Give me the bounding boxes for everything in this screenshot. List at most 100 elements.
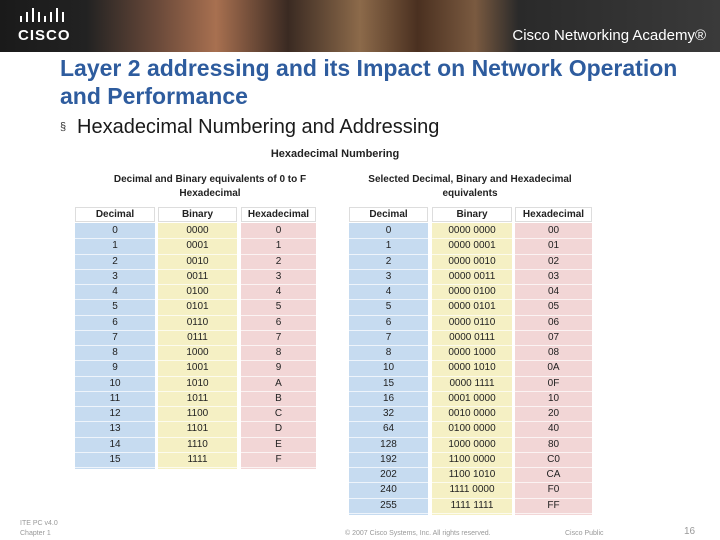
table-cell: 0001 0000 (432, 392, 512, 407)
table-cell: 0 (75, 224, 155, 240)
bullet: Hexadecimal Numbering and Addressing (77, 116, 440, 138)
table-cell: A (241, 377, 316, 392)
table-cell: 1111 (158, 453, 237, 468)
table-cell: 10 (349, 361, 428, 377)
table-cell: 8 (75, 346, 155, 362)
bullet-marker: § (60, 121, 67, 133)
table-cell: 1 (241, 239, 316, 255)
table-cell: 11 (75, 392, 155, 407)
table-cell: 2 (241, 255, 316, 270)
table-cell: 0011 (158, 270, 237, 285)
table-cell: 5 (75, 300, 155, 316)
column-header: Binary (432, 207, 512, 222)
table-cell: 16 (349, 392, 428, 407)
table-cell: 0100 (158, 285, 237, 301)
table-cell: 04 (515, 285, 592, 301)
table-cell: 0 (349, 224, 428, 240)
table-cell: 0000 1000 (432, 346, 512, 362)
table-cell: 40 (515, 422, 592, 438)
table-cell: 0000 0100 (432, 285, 512, 301)
footer-course: ITE PC v4.0 (20, 520, 58, 527)
logo-bars (20, 8, 64, 22)
brand: Cisco Networking Academy® (512, 27, 706, 44)
table-cell: 1100 1010 (432, 468, 512, 484)
table-cell: 0110 (158, 316, 237, 331)
table-cell: 10 (75, 377, 155, 392)
table-cell: F (241, 453, 316, 468)
table-cell: 1110 (158, 438, 237, 453)
table-cell: 64 (349, 422, 428, 438)
table-cell: 10 (515, 392, 592, 407)
table-cell: C (241, 407, 316, 423)
table-cell: 0010 (158, 255, 237, 270)
banner: CISCO Cisco Networking Academy® (0, 0, 720, 52)
table-cell: 1000 0000 (432, 438, 512, 453)
table-cell: 13 (75, 422, 155, 438)
column-header: Hexadecimal (241, 207, 316, 222)
table-cell: 14 (75, 438, 155, 453)
table-cell: 0000 0111 (432, 331, 512, 346)
table-cell: 0000 1010 (432, 361, 512, 377)
table-cell: C0 (515, 453, 592, 468)
table-cell: 0000 (158, 224, 237, 240)
table-cell: 1 (75, 239, 155, 255)
slide-title: Layer 2 addressing and its Impact on Net… (60, 55, 678, 109)
table-cell: 0000 0001 (432, 239, 512, 255)
column-bg (75, 223, 155, 469)
table-cell: 20 (515, 407, 592, 423)
table-cell: FF (515, 499, 592, 514)
table-cell: 255 (349, 499, 428, 514)
table-title: Selected Decimal, Binary and Hexadecimal… (368, 174, 572, 199)
table-cell: 3 (349, 270, 428, 285)
table-cell: 05 (515, 300, 592, 316)
table-cell: 06 (515, 316, 592, 331)
column-bg (515, 223, 592, 515)
table-cell: 0 (241, 224, 316, 240)
table-cell: 128 (349, 438, 428, 453)
table-title: Decimal and Binary equivalents of 0 to F… (113, 174, 307, 199)
table-cell: 0100 0000 (432, 422, 512, 438)
table-cell: 240 (349, 483, 428, 499)
table-cell: 0000 0101 (432, 300, 512, 316)
table-cell: 8 (241, 346, 316, 362)
table-cell: 1 (349, 239, 428, 255)
column-header: Decimal (75, 207, 155, 222)
table-cell: 0000 0110 (432, 316, 512, 331)
table-cell: 1101 (158, 422, 237, 438)
table-cell: 0000 0011 (432, 270, 512, 285)
figure-title: Hexadecimal Numbering (270, 148, 400, 160)
table-cell: 00 (515, 224, 592, 240)
table-cell: 1100 0000 (432, 453, 512, 468)
table-cell: 0000 1111 (432, 377, 512, 392)
table-cell: 32 (349, 407, 428, 423)
table-cell: 1010 (158, 377, 237, 392)
table-cell: 15 (75, 453, 155, 468)
table-cell: 2 (349, 255, 428, 270)
table-cell: 0101 (158, 300, 237, 316)
table-cell: 1001 (158, 361, 237, 377)
table-cell: 192 (349, 453, 428, 468)
table-cell: 5 (349, 300, 428, 316)
table-cell: 9 (241, 361, 316, 377)
column-header: Decimal (349, 207, 428, 222)
logo-text: CISCO (18, 27, 71, 44)
table-cell: 9 (75, 361, 155, 377)
table-cell: B (241, 392, 316, 407)
table-cell: 1100 (158, 407, 237, 423)
table-cell: 0F (515, 377, 592, 392)
table-cell: 12 (75, 407, 155, 423)
table-cell: 1000 (158, 346, 237, 362)
table-cell: 0000 0000 (432, 224, 512, 240)
table-cell: 7 (75, 331, 155, 346)
table-cell: 3 (241, 270, 316, 285)
column-bg (241, 223, 316, 469)
column-bg (349, 223, 428, 515)
column-header: Binary (158, 207, 237, 222)
table-cell: 1111 1111 (432, 499, 512, 514)
column-bg (432, 223, 512, 515)
table-cell: 4 (349, 285, 428, 301)
table-cell: 6 (349, 316, 428, 331)
table-cell: 2 (75, 255, 155, 270)
table-cell: 0000 0010 (432, 255, 512, 270)
